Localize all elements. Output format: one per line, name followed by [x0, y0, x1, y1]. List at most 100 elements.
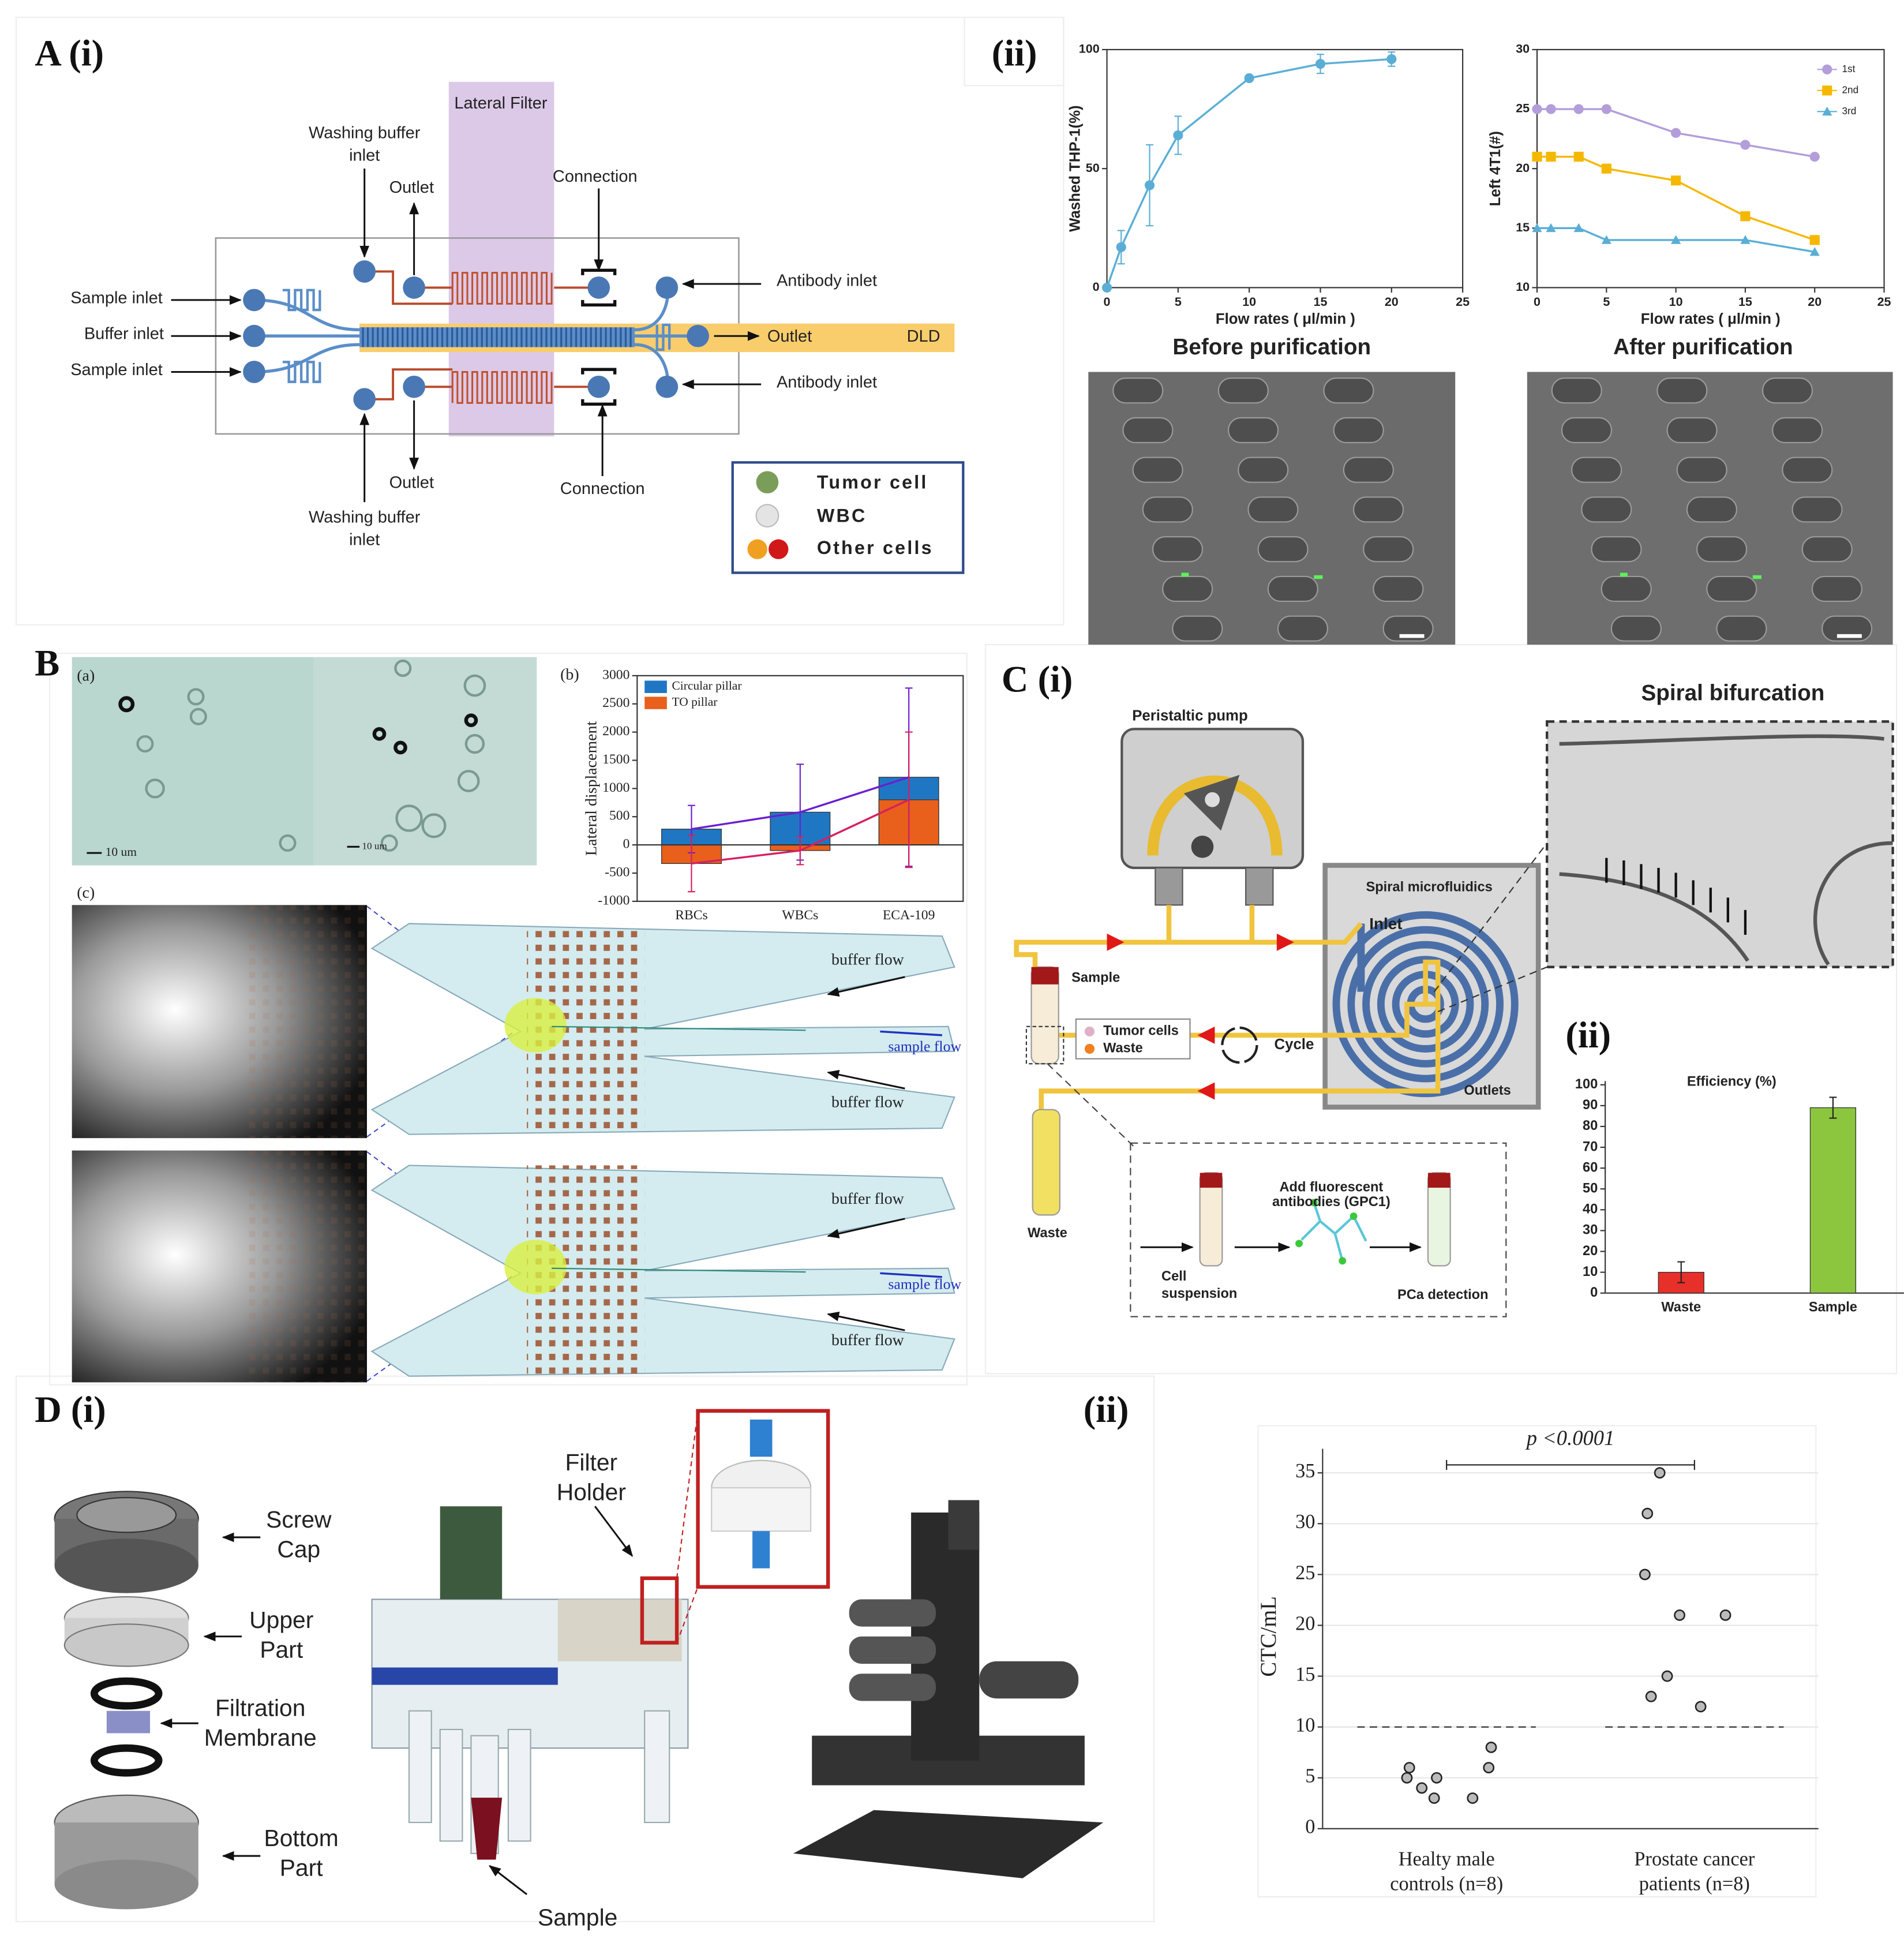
label: inlet	[349, 146, 380, 164]
label: inlet	[349, 530, 380, 549]
pillar	[1122, 417, 1174, 444]
chip-diagram	[171, 81, 965, 574]
chip-diagram	[254, 286, 698, 388]
chip-diagram	[587, 375, 610, 398]
cell-images	[187, 688, 205, 706]
panel-label: (ii)	[1565, 1015, 1611, 1055]
pillar	[1343, 456, 1394, 483]
device-photos	[54, 1539, 198, 1593]
pillar	[1801, 536, 1853, 563]
pillar	[1696, 536, 1748, 563]
image-title: Before purification	[1172, 335, 1371, 360]
spiral-setup	[1433, 843, 1548, 1013]
x-tick-label: ECA-109	[883, 908, 935, 923]
label: antibodies (GPC1)	[1272, 1195, 1390, 1210]
focus	[504, 1240, 567, 1294]
chip-diagram	[587, 276, 610, 299]
spiral-setup	[1350, 1212, 1358, 1220]
spiral-setup	[1084, 1043, 1095, 1054]
spiral-setup	[1427, 1173, 1451, 1188]
panel-frames	[1257, 1425, 1817, 1898]
spiral-setup	[1276, 933, 1294, 951]
chip-diagram	[403, 375, 425, 398]
pillar	[1257, 536, 1309, 563]
chip-diagram	[243, 324, 265, 347]
x-tick-label: 20	[1808, 295, 1821, 309]
point	[1695, 1701, 1707, 1713]
pillar	[1772, 417, 1823, 444]
spiral-setup	[1031, 967, 1059, 985]
device-photos	[488, 1865, 528, 1895]
device-photos	[676, 1410, 699, 1643]
y-tick-label: 20	[1583, 1244, 1598, 1259]
y-tick-label: 2500	[602, 695, 629, 710]
cell-images	[242, 905, 367, 1139]
device-photos	[749, 1419, 773, 1457]
y-tick-label: 20	[1516, 161, 1530, 175]
label: DLD	[907, 327, 940, 346]
marker	[1740, 140, 1751, 150]
spiral-setup	[1605, 858, 1747, 935]
spiral-setup	[1295, 1240, 1303, 1248]
x-tick-label: Healty male	[1399, 1848, 1495, 1870]
point	[1641, 1507, 1654, 1519]
flow-arrow	[827, 1218, 905, 1238]
point	[1485, 1741, 1497, 1753]
device-photos	[440, 1506, 503, 1600]
device-photos	[849, 1599, 936, 1627]
chip-diagram	[359, 327, 635, 347]
flow-label: buffer flow	[831, 1093, 905, 1111]
label: Add fluorescent	[1279, 1180, 1383, 1195]
panel-frames	[964, 17, 1065, 87]
label: Cell	[1161, 1269, 1186, 1284]
flow-arrow	[827, 976, 905, 997]
y-tick-label: 35	[1295, 1460, 1315, 1482]
cell-images	[72, 657, 537, 1383]
marker	[1573, 151, 1584, 162]
y-tick-label: -1000	[598, 893, 629, 908]
panel-label: C (i)	[1002, 659, 1073, 700]
cell-images	[464, 733, 485, 754]
device-photos	[948, 1500, 980, 1550]
cell-images	[118, 696, 478, 755]
marker	[1173, 130, 1183, 141]
legend-swatch	[644, 680, 667, 693]
device-photos	[76, 1497, 177, 1533]
label: Outlets	[1464, 1083, 1511, 1098]
chip-diagram	[756, 471, 779, 494]
y-tick-label: 70	[1583, 1139, 1598, 1154]
marker	[1116, 242, 1126, 252]
spiral-setup	[1339, 1257, 1347, 1265]
device-photos	[471, 1798, 503, 1860]
marker	[1546, 104, 1556, 114]
pillar	[1352, 496, 1404, 523]
trajectory	[552, 1267, 806, 1273]
pillar	[1761, 377, 1813, 404]
x-tick-label: WBCs	[782, 908, 818, 923]
y-tick-label: 5	[1305, 1765, 1315, 1787]
flow-arrow	[880, 1030, 942, 1036]
legend-label: TO pillar	[672, 695, 717, 709]
x-tick-label: 5	[1603, 295, 1610, 309]
y-tick-label: 100	[1575, 1077, 1598, 1092]
point	[1483, 1762, 1495, 1773]
device-photos	[54, 1409, 1104, 1910]
x-tick-label: controls (n=8)	[1390, 1873, 1503, 1895]
y-tick-label: 2000	[602, 724, 629, 739]
flow-diagram	[370, 923, 955, 1377]
panel-frames	[15, 17, 1065, 626]
pillar	[1277, 615, 1329, 642]
label: Bottom	[264, 1825, 338, 1851]
pillar	[1228, 417, 1279, 444]
point	[1431, 1772, 1442, 1784]
scale-label: 10 um	[106, 845, 137, 859]
cell-images	[145, 778, 165, 799]
label: Peristaltic pump	[1132, 708, 1247, 724]
chip-diagram	[243, 289, 265, 312]
cell-images	[279, 834, 297, 852]
x-tick-label: 20	[1385, 295, 1399, 309]
cell-images	[394, 659, 412, 677]
y-tick-label: 500	[609, 808, 629, 823]
pillar	[1247, 496, 1299, 523]
y-tick-label: 80	[1583, 1118, 1598, 1133]
